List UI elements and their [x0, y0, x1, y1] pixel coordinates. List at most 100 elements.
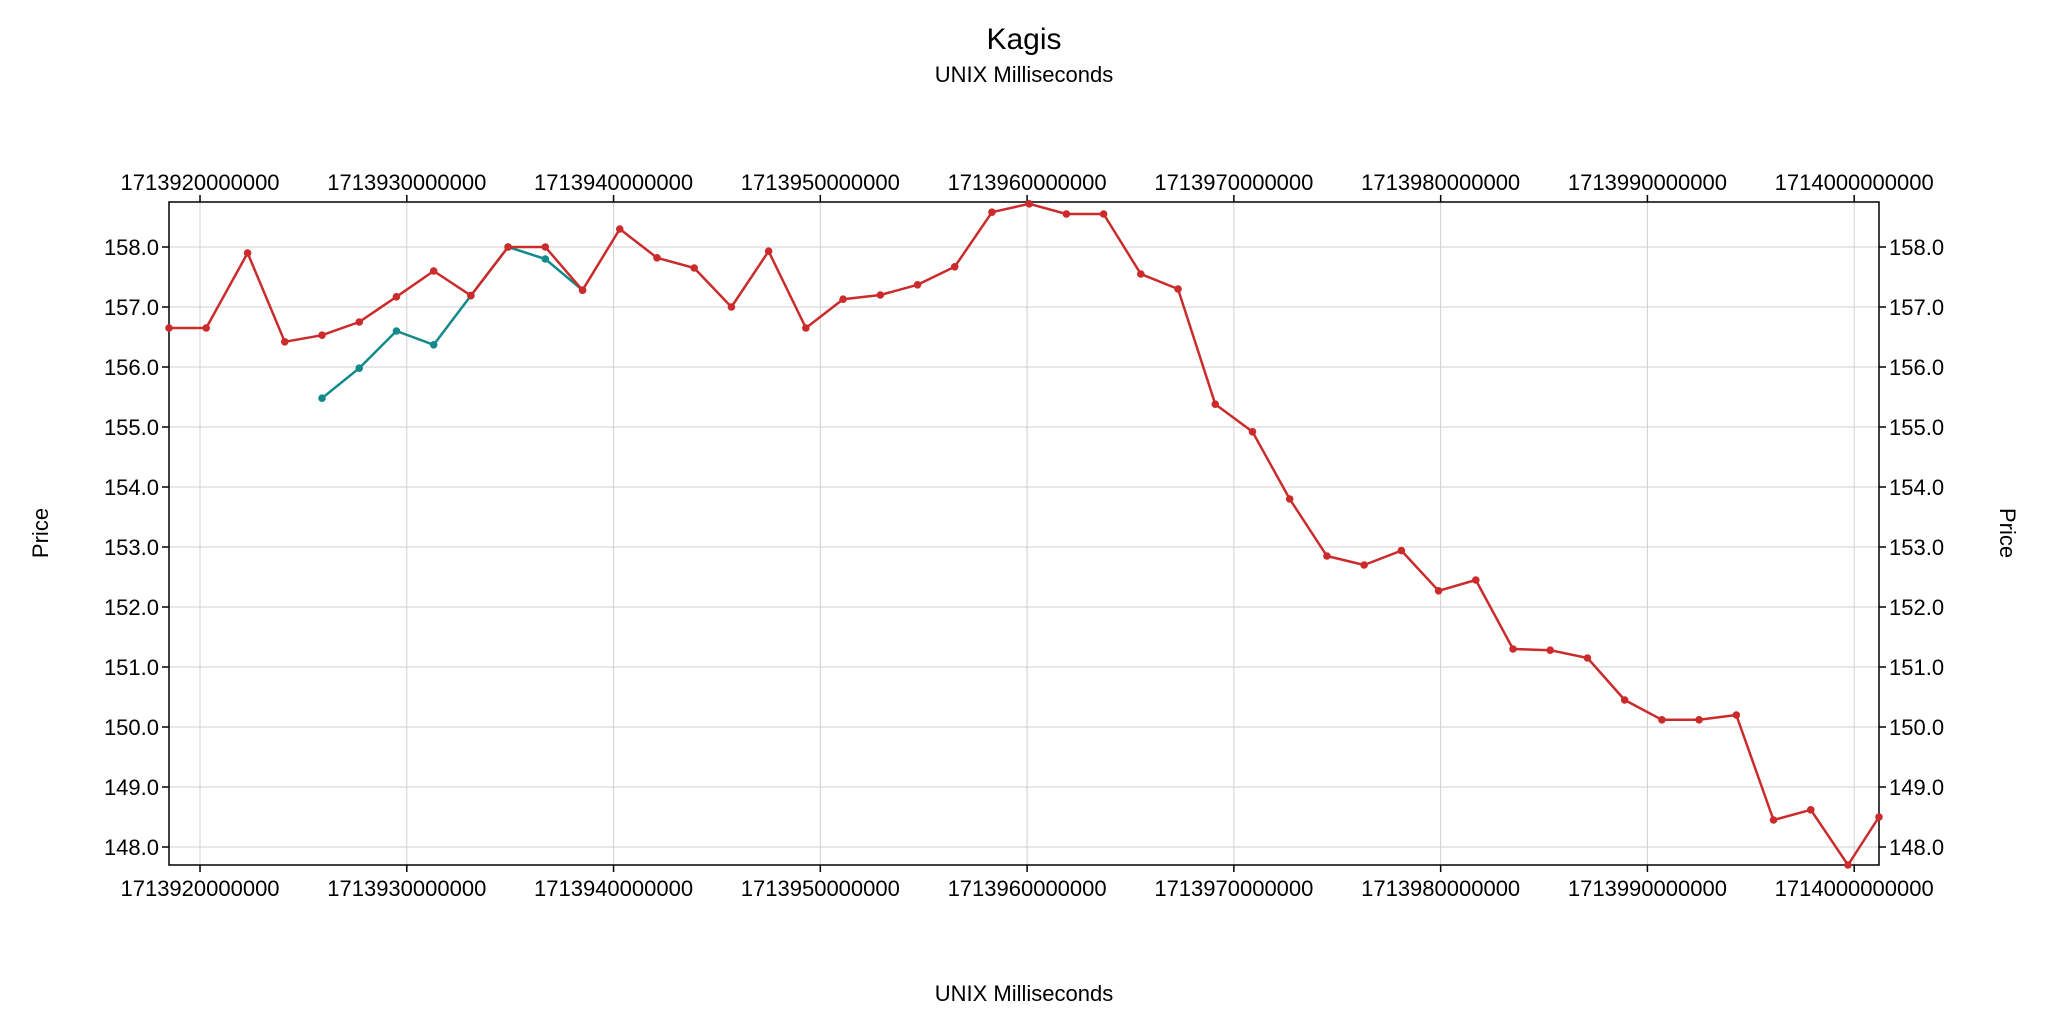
data-point: [802, 324, 810, 332]
data-point: [318, 394, 326, 403]
x-tick-label-bottom: 1713990000000: [1568, 876, 1727, 901]
series-line: [321, 245, 584, 400]
y-tick-label-right: 149.0: [1889, 775, 1944, 800]
data-point: [727, 303, 736, 311]
y-tick-label-left: 153.0: [104, 535, 159, 560]
y-tick-label-right: 148.0: [1889, 835, 1944, 860]
data-point: [541, 255, 550, 263]
x-tick-label-bottom: 1713920000000: [120, 876, 279, 901]
data-point: [355, 318, 364, 326]
data-point: [1025, 200, 1033, 208]
data-point: [876, 291, 885, 299]
data-point: [1732, 711, 1741, 719]
data-point: [950, 263, 959, 271]
y-axis-label-left: Price: [28, 508, 53, 558]
x-tick-label-bottom: 1713980000000: [1361, 876, 1520, 901]
x-tick-label-top: 1713990000000: [1568, 170, 1727, 195]
x-tick-label-top: 1714000000000: [1775, 170, 1934, 195]
data-point: [202, 324, 211, 332]
x-axis-label: UNIX Milliseconds: [935, 981, 1114, 1006]
data-point: [392, 293, 401, 301]
data-point: [1583, 654, 1592, 662]
y-tick-label-left: 148.0: [104, 835, 159, 860]
y-tick-label-left: 154.0: [104, 475, 159, 500]
axis-ticks: 1713920000000 1713920000000 1713930000000 1…: [104, 170, 1944, 901]
series-group: [165, 200, 1883, 869]
data-point: [541, 243, 550, 251]
data-point: [839, 295, 847, 304]
data-point: [1174, 285, 1182, 293]
y-tick-label-right: 151.0: [1889, 655, 1944, 680]
y-tick-label-right: 156.0: [1889, 355, 1944, 380]
data-point: [1062, 210, 1071, 218]
x-tick-label-bottom: 1713970000000: [1154, 876, 1313, 901]
chart-subtitle: UNIX Milliseconds: [935, 62, 1114, 87]
x-tick-label-top: 1713950000000: [741, 170, 900, 195]
y-axis-label-right: Price: [1995, 508, 2020, 558]
data-point: [1620, 696, 1629, 704]
data-point: [243, 249, 252, 257]
y-tick-label-right: 155.0: [1889, 415, 1944, 440]
series-1: [165, 200, 1883, 869]
data-point: [1806, 806, 1815, 814]
y-tick-label-left: 152.0: [104, 595, 159, 620]
data-point: [1099, 210, 1108, 218]
x-tick-label-bottom: 1714000000000: [1775, 876, 1934, 901]
data-point: [165, 324, 173, 332]
y-tick-label-left: 158.0: [104, 235, 159, 260]
data-point: [1211, 400, 1220, 409]
y-tick-label-right: 152.0: [1889, 595, 1944, 620]
x-tick-label-bottom: 1713930000000: [327, 876, 486, 901]
data-point: [1875, 813, 1883, 821]
data-point: [504, 243, 512, 251]
y-tick-label-left: 149.0: [104, 775, 159, 800]
data-point: [1137, 270, 1145, 278]
x-tick-label-top: 1713970000000: [1154, 170, 1313, 195]
data-point: [429, 341, 438, 349]
x-tick-label-top: 1713920000000: [120, 170, 279, 195]
data-point: [318, 331, 326, 340]
y-tick-label-right: 158.0: [1889, 235, 1944, 260]
data-point: [429, 267, 438, 275]
x-tick-label-bottom: 1713940000000: [534, 876, 693, 901]
x-tick-label-bottom: 1713960000000: [948, 876, 1107, 901]
x-tick-label-top: 1713960000000: [948, 170, 1107, 195]
data-point: [913, 281, 922, 289]
y-tick-label-left: 155.0: [104, 415, 159, 440]
data-point: [1434, 587, 1443, 595]
data-point: [392, 327, 401, 335]
data-point: [1285, 495, 1294, 503]
y-tick-label-right: 154.0: [1889, 475, 1944, 500]
data-point: [1397, 546, 1406, 555]
data-point: [1248, 428, 1257, 436]
y-tick-label-left: 156.0: [104, 355, 159, 380]
y-tick-label-right: 157.0: [1889, 295, 1944, 320]
x-tick-label-top: 1713930000000: [327, 170, 486, 195]
data-point: [1769, 816, 1778, 824]
data-point: [1658, 716, 1666, 724]
x-tick-label-bottom: 1713950000000: [741, 876, 900, 901]
x-tick-label-top: 1713980000000: [1361, 170, 1520, 195]
grid-lines: [169, 202, 1879, 865]
y-tick-label-left: 157.0: [104, 295, 159, 320]
data-point: [578, 286, 587, 295]
data-point: [1360, 561, 1368, 569]
data-point: [1509, 645, 1517, 653]
y-tick-label-left: 150.0: [104, 715, 159, 740]
data-point: [280, 338, 289, 346]
x-tick-label-top: 1713940000000: [534, 170, 693, 195]
series-line: [169, 202, 1881, 867]
data-point: [988, 208, 996, 216]
data-point: [355, 364, 364, 373]
data-point: [1695, 716, 1703, 724]
data-point: [615, 225, 624, 233]
data-point: [467, 291, 475, 300]
y-tick-label-right: 153.0: [1889, 535, 1944, 560]
data-point: [764, 247, 773, 255]
data-point: [1546, 646, 1555, 654]
data-point: [653, 253, 661, 262]
chart-title: Kagis: [986, 23, 1061, 56]
data-point: [1844, 861, 1852, 869]
y-tick-label-right: 150.0: [1889, 715, 1944, 740]
data-point: [1323, 552, 1331, 560]
